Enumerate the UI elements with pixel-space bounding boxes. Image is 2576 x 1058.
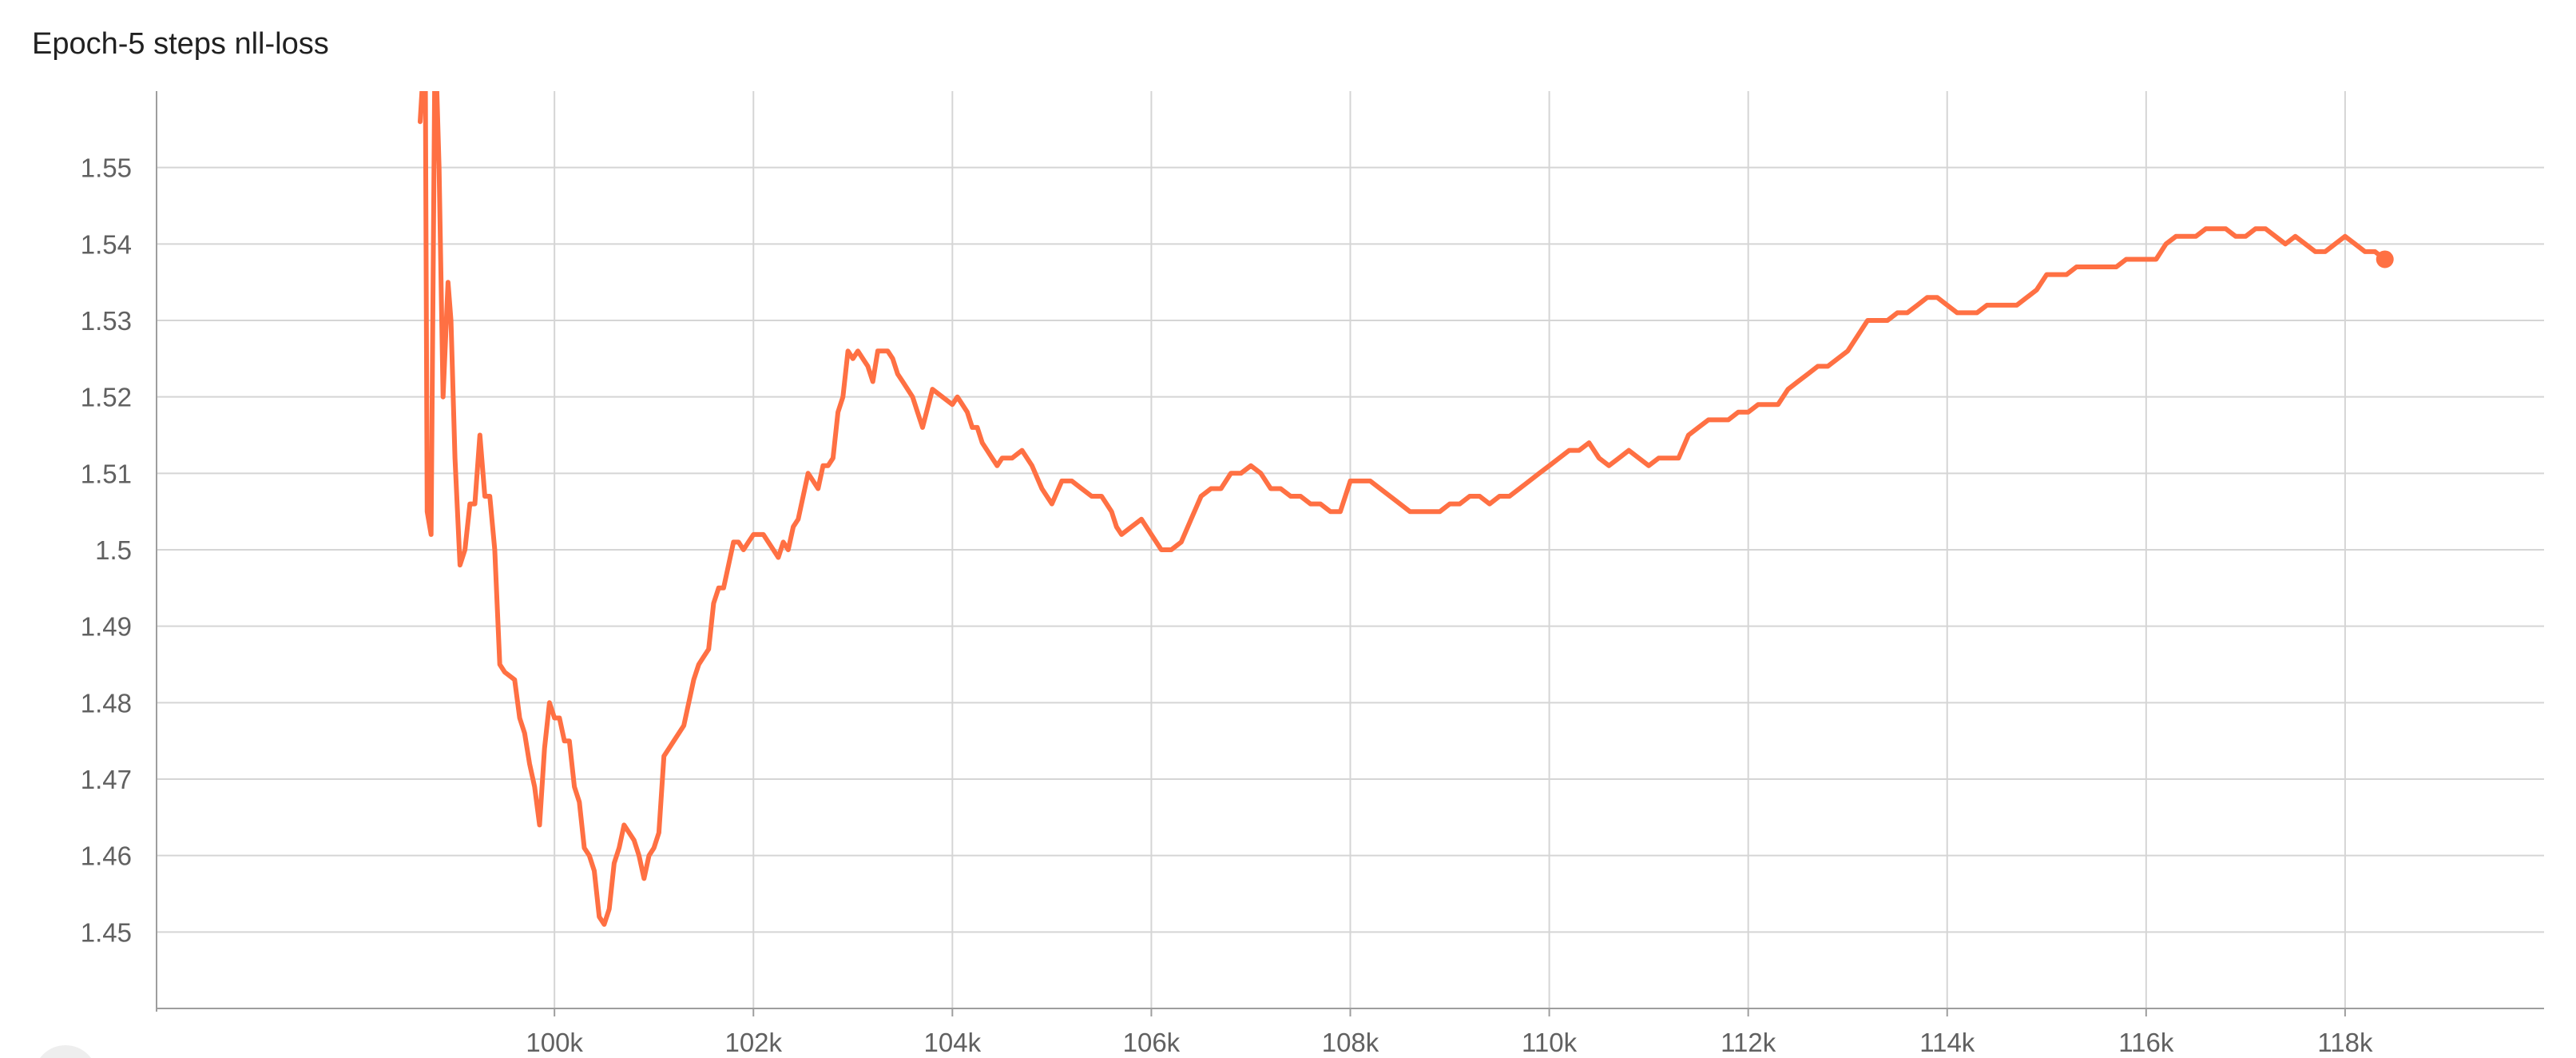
- y-tick-label: 1.48: [81, 688, 132, 718]
- y-tick-label: 1.46: [81, 841, 132, 871]
- y-tick-label: 1.49: [81, 612, 132, 642]
- x-tick-label: 114k: [1919, 1028, 1975, 1057]
- x-tick-label: 108k: [1322, 1028, 1379, 1057]
- x-tick-label: 106k: [1123, 1028, 1181, 1057]
- chart-title: Epoch-5 steps nll-loss: [32, 27, 329, 61]
- y-tick-label: 1.45: [81, 917, 132, 947]
- last-value-point: [2376, 250, 2394, 268]
- y-tick-label: 1.52: [81, 383, 132, 412]
- y-tick-label: 1.51: [81, 459, 132, 488]
- y-tick-label: 1.47: [81, 765, 132, 794]
- loss-series-line: [418, 91, 2387, 927]
- x-tick-label: 102k: [724, 1028, 782, 1057]
- series-layer: [418, 91, 2394, 927]
- x-tick-label: 100k: [526, 1028, 583, 1057]
- y-tick-label: 1.5: [95, 535, 132, 565]
- x-tick-label: 112k: [1721, 1028, 1776, 1057]
- chart-axes: [156, 91, 2544, 1016]
- x-tick-label: 110k: [1522, 1028, 1578, 1057]
- tick-labels: 1.45 1.46 1.47 1.48 1.49 1.5 1.51 1.52 1.53 1.54 1…: [81, 153, 2373, 1057]
- x-tick-label: 118k: [2317, 1028, 2373, 1057]
- x-tick-label: 104k: [924, 1028, 982, 1057]
- grid-lines: [157, 91, 2544, 1008]
- y-tick-label: 1.54: [81, 229, 132, 259]
- x-tick-label: 116k: [2118, 1028, 2174, 1057]
- y-tick-label: 1.53: [81, 306, 132, 336]
- y-tick-label: 1.55: [81, 153, 132, 183]
